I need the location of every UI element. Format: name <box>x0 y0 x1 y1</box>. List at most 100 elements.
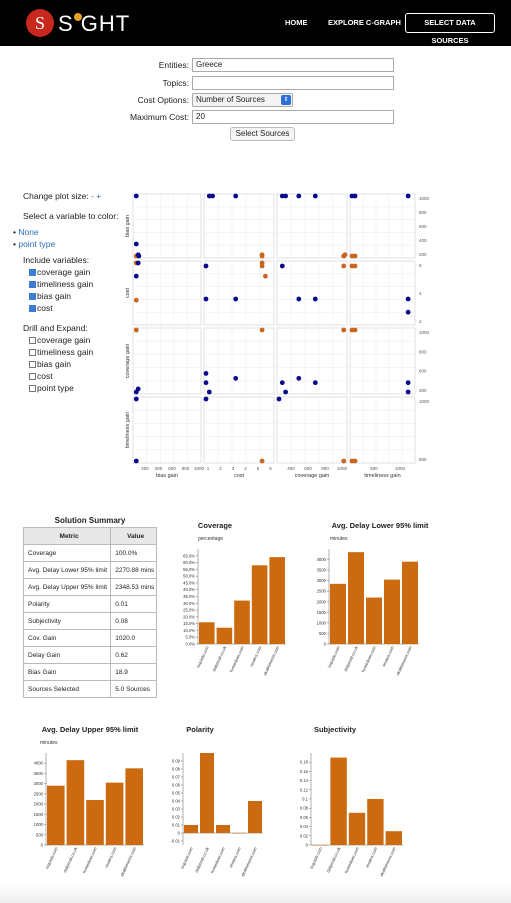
checkbox-checked-icon[interactable] <box>29 269 36 276</box>
y-tick-label: 55.0% <box>183 567 195 572</box>
metric-cell: Sources Selected <box>24 681 111 698</box>
drill-bias-gain[interactable]: bias gain <box>29 359 71 369</box>
y-tick-label: 4000 <box>34 761 44 766</box>
metric-cell: Subjectivity <box>24 613 111 630</box>
y-tick-label: 0.1 <box>302 797 308 802</box>
x-category-label: hvmedwer.com <box>228 645 245 673</box>
scatter-point <box>313 194 318 199</box>
include-cost[interactable]: cost <box>29 303 53 313</box>
y-tick-label: 3000 <box>34 781 44 786</box>
bar <box>217 628 233 644</box>
checkbox-icon[interactable] <box>29 361 36 368</box>
bar <box>86 800 104 845</box>
top-bar: S S GHT HOME EXPLORE C-GRAPH SELECT DATA… <box>0 0 511 46</box>
scatter-point <box>313 380 318 385</box>
logo-icon[interactable]: S <box>26 9 54 37</box>
plot-size-plus[interactable]: + <box>96 191 101 201</box>
scatter-cell <box>350 261 415 325</box>
drill-timeliness-gain[interactable]: timeliness gain <box>29 347 93 357</box>
scatter-point <box>296 297 301 302</box>
scatter-cell <box>204 328 274 394</box>
y-tick-label: 0.08 <box>172 767 181 772</box>
include-bias-gain[interactable]: bias gain <box>29 291 71 301</box>
y-tick-label: 1000 <box>34 822 44 827</box>
checkbox-checked-icon[interactable] <box>29 281 36 288</box>
tick-label: 6 <box>269 466 272 471</box>
y-tick-label: 30.0% <box>183 601 195 606</box>
bar <box>125 768 143 845</box>
include-label: timeliness gain <box>37 279 93 289</box>
select-sources-button[interactable]: Select Sources <box>230 127 295 141</box>
color-option-point-type[interactable]: • point type <box>13 239 55 249</box>
y-tick-label: 2000 <box>317 599 327 604</box>
cost-options-value: Number of Sources <box>196 95 265 104</box>
scatter-cell <box>133 328 201 394</box>
logo-text[interactable]: S GHT <box>58 11 130 37</box>
select-data-sources-button[interactable]: SELECT DATA SOURCES <box>405 13 495 33</box>
x-category-label: hvmedwer.com <box>360 645 377 673</box>
scatter-point <box>204 397 209 402</box>
scatter-point <box>204 297 209 302</box>
checkbox-checked-icon[interactable] <box>29 305 36 312</box>
tick-label: 400 <box>287 466 295 471</box>
drill-label: timeliness gain <box>37 347 93 357</box>
checkbox-checked-icon[interactable] <box>29 293 36 300</box>
nav-home[interactable]: HOME <box>285 0 308 46</box>
plot-size-minus[interactable]: - <box>91 191 94 201</box>
y-tick-label: 25.0% <box>183 608 195 613</box>
bar <box>330 584 346 644</box>
scatter-cell <box>350 397 415 463</box>
include-timeliness-gain[interactable]: timeliness gain <box>29 279 93 289</box>
table-row: Avg. Delay Lower 95% limit 2270.88 mins <box>24 562 157 579</box>
checkbox-icon[interactable] <box>29 349 36 356</box>
tick-label: 1000 <box>337 466 348 471</box>
scatter-cell <box>204 397 274 463</box>
max-cost-input[interactable]: 20 <box>192 110 394 124</box>
scatter-point <box>260 328 265 333</box>
scatter-cell <box>277 194 347 258</box>
scatter-cell <box>350 328 415 394</box>
bar <box>252 565 268 644</box>
checkbox-icon[interactable] <box>29 337 36 344</box>
checkbox-icon[interactable] <box>29 373 36 380</box>
nav-explore-cgraph[interactable]: EXPLORE C-GRAPH <box>328 0 401 46</box>
tick-label: 800 <box>182 466 190 471</box>
value-cell: 2348.53 mins <box>111 579 157 596</box>
checkbox-icon[interactable] <box>29 385 36 392</box>
include-coverage-gain[interactable]: coverage gain <box>29 267 90 277</box>
topics-input[interactable] <box>192 76 394 90</box>
chart-title-delay-upper: Avg. Delay Upper 95% limit <box>20 725 160 734</box>
tick-label: 2 <box>419 319 422 324</box>
chart-title-coverage: Coverage <box>170 521 260 530</box>
x-category-label: dailymail.co.uk <box>343 644 360 672</box>
drill-cost[interactable]: cost <box>29 371 53 381</box>
drill-label: cost <box>37 371 53 381</box>
bar <box>386 831 402 845</box>
table-row: Delay Gain 0.62 <box>24 647 157 664</box>
tick-label: 600 <box>304 466 312 471</box>
cost-options-select[interactable]: Number of Sources ⇕ <box>192 93 293 107</box>
entities-input[interactable]: Greece <box>192 58 394 72</box>
scatter-plot-matrix[interactable]: bias gain cost coverage gain timeliness gai… <box>118 186 438 492</box>
drill-coverage-gain[interactable]: coverage gain <box>29 335 90 345</box>
y-tick-label: 0.06 <box>172 783 181 788</box>
drill-point-type[interactable]: point type <box>29 383 74 393</box>
scatter-point <box>260 254 265 259</box>
y-tick-label: 0.08 <box>300 806 309 811</box>
x-category-label: reuters.com <box>228 846 242 869</box>
color-option-none[interactable]: • None <box>13 227 39 237</box>
y-tick-label: 15.0% <box>183 621 195 626</box>
bar-chart-delay-lower: 05001000150020002500300035004000inquisit… <box>303 545 425 685</box>
x-category-label: reuters.com <box>364 846 378 869</box>
max-cost-label: Maximum Cost: <box>89 112 189 122</box>
scatter-cell <box>133 261 201 325</box>
y-tick-label: 0.16 <box>300 769 309 774</box>
color-option-point-type-link[interactable]: point type <box>18 239 55 249</box>
tick-label: 4 <box>419 291 422 296</box>
scatter-cell <box>204 261 274 325</box>
y-tick-label: 35.0% <box>183 594 195 599</box>
y-tick-label: 0.02 <box>172 815 181 820</box>
solution-summary-title: Solution Summary <box>23 516 157 525</box>
color-option-none-link[interactable]: None <box>18 227 38 237</box>
metric-cell: Bias Gain <box>24 664 111 681</box>
